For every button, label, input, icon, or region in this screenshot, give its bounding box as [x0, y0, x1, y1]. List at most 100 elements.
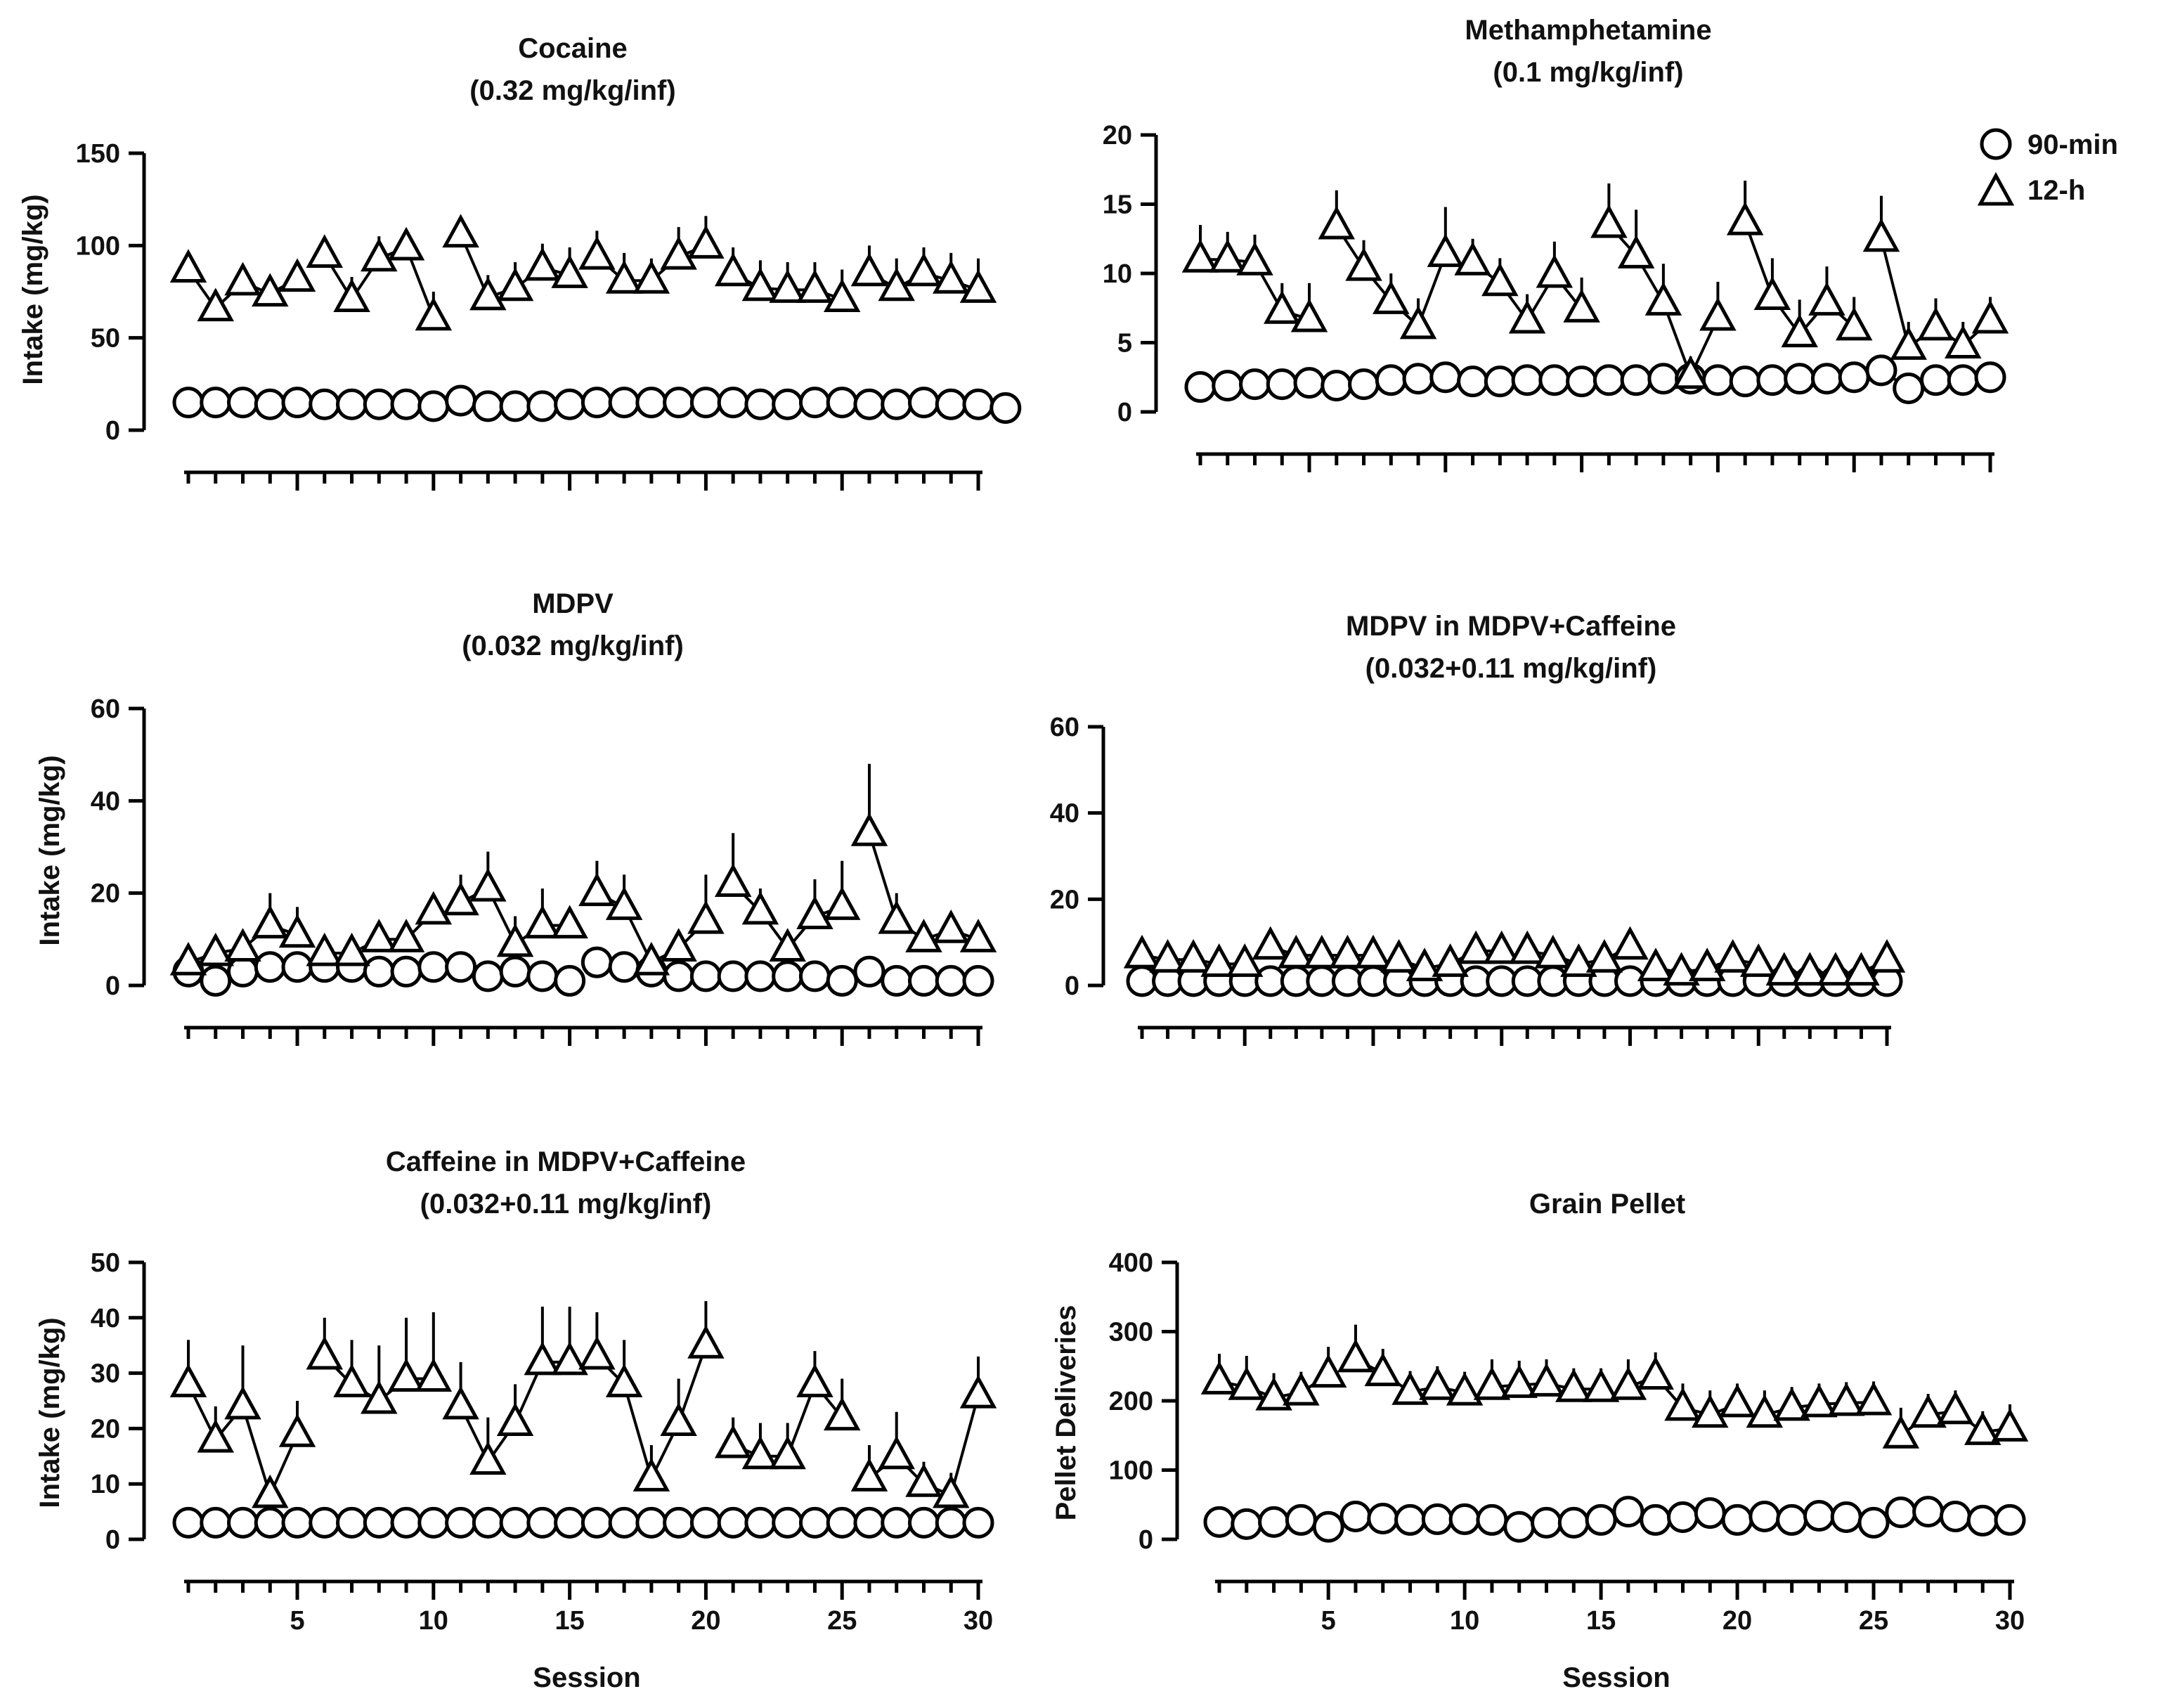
data-point-90-min [1857, 1506, 1890, 1539]
data-point-12-h [169, 1364, 207, 1397]
data-point-90-min [227, 1506, 259, 1539]
data-point-12-h [1536, 254, 1574, 288]
y-tick-label: 20 [1050, 885, 1079, 914]
data-point-12-h [1555, 1369, 1592, 1402]
data-point-90-min [499, 390, 531, 422]
data-point-90-min [172, 1506, 205, 1539]
data-point-90-min [1476, 1503, 1508, 1536]
chart-panel-mdpv-caffeine: MDPV in MDPV+Caffeine (0.032+0.11 mg/kg/… [1050, 611, 1906, 1046]
legend-label-12-h: 12-h [2027, 175, 2085, 206]
data-point-12-h [1585, 939, 1623, 973]
y-tick-label: 150 [76, 139, 120, 169]
data-point-12-h [333, 278, 370, 313]
data-point-90-min [281, 1506, 313, 1539]
data-point-12-h [361, 238, 398, 272]
data-point-90-min [1280, 965, 1312, 997]
data-point-12-h [796, 895, 833, 929]
data-point-12-h [905, 252, 942, 287]
data-point-12-h [442, 1385, 479, 1420]
data-point-90-min [1919, 364, 1952, 396]
data-point-12-h [197, 932, 234, 966]
data-point-12-h [469, 276, 507, 311]
data-point-12-h [1945, 325, 1982, 358]
data-point-90-min [1448, 1503, 1481, 1535]
data-point-90-min [935, 1506, 967, 1539]
data-point-12-h [1765, 952, 1803, 986]
data-point-12-h [1644, 282, 1682, 316]
data-point-12-h [714, 863, 752, 898]
data-point-90-min [281, 387, 313, 419]
data-point-12-h [687, 225, 725, 259]
x-axis-label: Session [1562, 1662, 1670, 1693]
data-point-12-h [959, 1374, 997, 1409]
data-point-12-h [1855, 1381, 1893, 1416]
data-point-90-min [1511, 965, 1543, 997]
x-tick-label: 5 [1321, 1606, 1336, 1636]
data-point-90-min [1803, 1500, 1835, 1532]
data-point-12-h [524, 1341, 562, 1376]
data-point-12-h [1868, 939, 1906, 973]
data-point-90-min [390, 955, 422, 988]
data-point-90-min [744, 960, 777, 992]
data-point-12-h [1318, 205, 1356, 240]
data-point-12-h [850, 813, 888, 846]
data-point-12-h [387, 226, 425, 261]
data-point-90-min [717, 960, 749, 992]
data-point-12-h [632, 941, 670, 976]
data-point-90-min [744, 1506, 777, 1539]
data-point-90-min [336, 1506, 368, 1539]
data-point-12-h [769, 269, 806, 303]
data-point-12-h [687, 1325, 725, 1359]
y-tick-label: 60 [91, 694, 120, 724]
x-tick-label: 10 [1450, 1606, 1479, 1636]
y-tick-label: 0 [105, 416, 120, 446]
data-point-90-min [1394, 1503, 1427, 1536]
data-point-12-h [278, 258, 316, 292]
data-point-12-h [469, 1441, 507, 1475]
data-point-90-min [881, 388, 913, 420]
data-point-12-h [169, 249, 207, 283]
data-point-90-min [200, 964, 232, 997]
y-axis-label: Intake (mg/kg) [34, 755, 65, 945]
data-point-90-min [608, 951, 640, 983]
data-point-12-h [605, 260, 643, 294]
data-point-12-h [1791, 952, 1829, 986]
data-point-12-h [1255, 1376, 1292, 1411]
legend-circle-marker [1980, 128, 2012, 160]
chart-subtitle: (0.032+0.11 mg/kg/inf) [1365, 653, 1657, 684]
chart-subtitle: (0.32 mg/kg/inf) [469, 75, 675, 106]
y-tick-label: 20 [1103, 121, 1132, 150]
data-point-12-h [1508, 299, 1546, 334]
data-point-12-h [1181, 239, 1219, 273]
data-point-90-min [1701, 364, 1734, 396]
chart-title: MDPV in MDPV+Caffeine [1346, 611, 1676, 642]
data-point-12-h [1264, 290, 1301, 324]
data-point-12-h [632, 1458, 670, 1492]
data-point-90-min [772, 960, 804, 992]
data-point-12-h [878, 900, 915, 934]
data-point-12-h [959, 919, 997, 952]
data-point-12-h [1236, 242, 1273, 276]
y-axis-label: Pellet Deliveries [1051, 1305, 1082, 1521]
data-point-12-h [442, 214, 479, 248]
data-point-90-min [1865, 354, 1897, 387]
data-point-12-h [1380, 939, 1417, 973]
data-point-90-min [336, 388, 368, 420]
data-point-90-min [1331, 965, 1363, 997]
data-point-90-min [1538, 364, 1571, 396]
y-tick-label: 20 [91, 879, 120, 909]
data-point-12-h [1303, 934, 1341, 969]
data-point-90-min [1258, 1506, 1290, 1538]
data-point-90-min [689, 1506, 722, 1539]
data-point-90-min [1339, 1500, 1372, 1532]
data-point-90-min [309, 1506, 341, 1539]
x-tick-label: 5 [290, 1606, 304, 1636]
legend: 90-min 12-h [1977, 128, 2118, 206]
data-point-12-h [1882, 1415, 1920, 1449]
data-point-12-h [1937, 1390, 1974, 1425]
data-point-12-h [660, 1402, 697, 1437]
data-point-12-h [1373, 280, 1410, 314]
data-point-12-h [1637, 947, 1675, 981]
data-point-12-h [1582, 1369, 1620, 1402]
data-point-12-h [306, 932, 344, 966]
